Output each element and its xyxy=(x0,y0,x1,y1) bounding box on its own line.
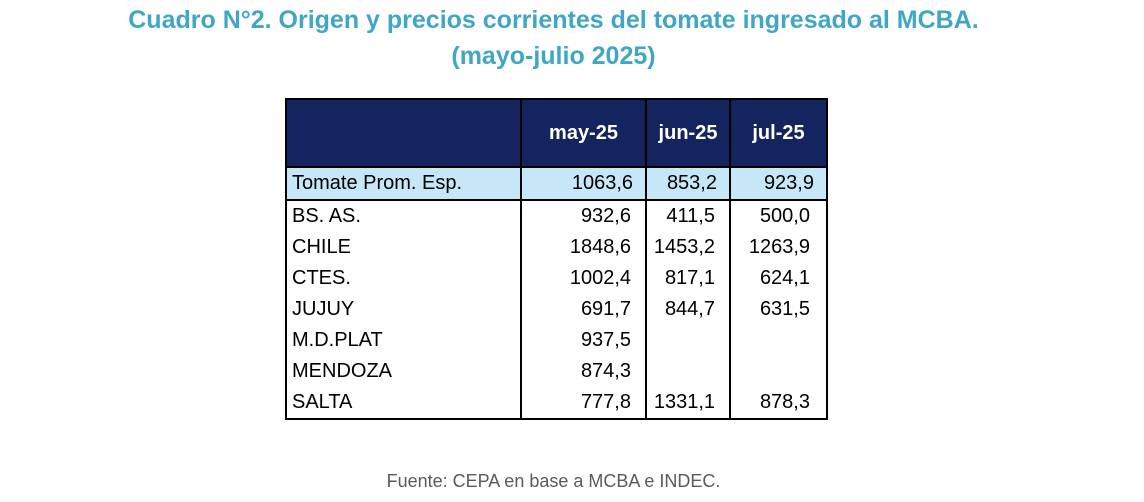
cell-jul: 1263,9 xyxy=(729,232,828,263)
cell-jul: 923,9 xyxy=(729,166,828,201)
cell-jun: 817,1 xyxy=(645,263,731,294)
cell-may: 691,7 xyxy=(520,294,647,325)
source-note: Fuente: CEPA en base a MCBA e INDEC. xyxy=(386,471,721,491)
table-row: CHILE 1848,6 1453,2 1263,9 xyxy=(285,232,828,263)
header-row: may-25 jun-25 jul-25 xyxy=(285,98,828,168)
row-label: JUJUY xyxy=(285,294,522,325)
cell-may: 777,8 xyxy=(520,387,647,420)
cell-jun: 853,2 xyxy=(645,166,731,201)
table-row: MENDOZA 874,3 xyxy=(285,356,828,387)
cell-jul xyxy=(729,356,828,387)
cell-jun xyxy=(645,356,731,387)
cell-jul: 500,0 xyxy=(729,199,828,232)
cell-jun: 844,7 xyxy=(645,294,731,325)
cell-jul: 631,5 xyxy=(729,294,828,325)
cell-may: 1002,4 xyxy=(520,263,647,294)
table-row: BS. AS. 932,6 411,5 500,0 xyxy=(285,199,828,232)
cell-may: 1063,6 xyxy=(520,166,647,201)
cell-jun: 1453,2 xyxy=(645,232,731,263)
header-cell-jul: jul-25 xyxy=(729,98,828,168)
table-row: M.D.PLAT 937,5 xyxy=(285,325,828,356)
table-row: CTES. 1002,4 817,1 624,1 xyxy=(285,263,828,294)
cell-may: 937,5 xyxy=(520,325,647,356)
header-cell-jun: jun-25 xyxy=(645,98,731,168)
table-row: JUJUY 691,7 844,7 631,5 xyxy=(285,294,828,325)
cell-jul: 878,3 xyxy=(729,387,828,420)
table-subtitle-period: (mayo-julio 2025) xyxy=(451,42,656,70)
cell-jul xyxy=(729,325,828,356)
cell-may: 874,3 xyxy=(520,356,647,387)
price-table: may-25 jun-25 jul-25 Tomate Prom. Esp. 1… xyxy=(285,98,828,420)
cell-jul: 624,1 xyxy=(729,263,828,294)
row-label: BS. AS. xyxy=(285,199,522,232)
row-label: M.D.PLAT xyxy=(285,325,522,356)
header-cell-may: may-25 xyxy=(520,98,647,168)
row-label: CHILE xyxy=(285,232,522,263)
row-label: MENDOZA xyxy=(285,356,522,387)
cell-jun: 411,5 xyxy=(645,199,731,232)
row-label: SALTA xyxy=(285,387,522,420)
cell-jun: 1331,1 xyxy=(645,387,731,420)
table-row-average: Tomate Prom. Esp. 1063,6 853,2 923,9 xyxy=(285,166,828,201)
header-cell-origin xyxy=(285,98,522,168)
cell-may: 932,6 xyxy=(520,199,647,232)
row-label: CTES. xyxy=(285,263,522,294)
row-label: Tomate Prom. Esp. xyxy=(285,166,522,201)
table-row: SALTA 777,8 1331,1 878,3 xyxy=(285,387,828,420)
cell-may: 1848,6 xyxy=(520,232,647,263)
table-title: Cuadro N°2. Origen y precios corrientes … xyxy=(128,6,979,34)
cell-jun xyxy=(645,325,731,356)
